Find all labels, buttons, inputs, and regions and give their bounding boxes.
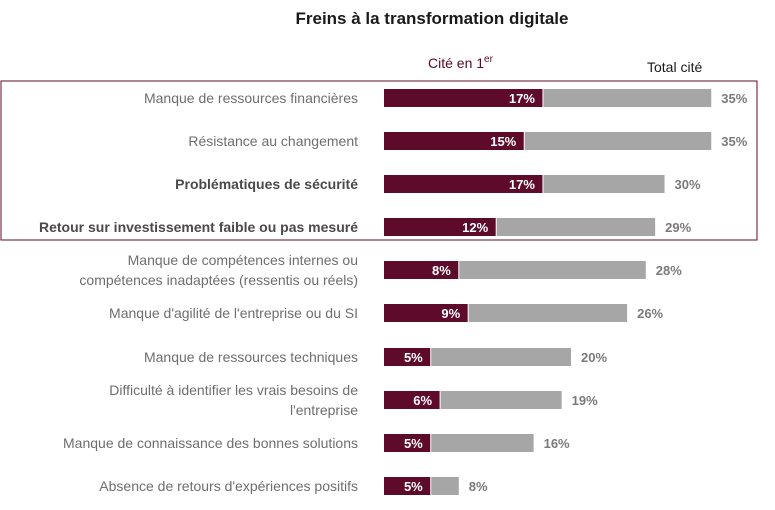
value-label-total-cited: 16% (544, 436, 570, 451)
value-label-total-cited: 26% (637, 306, 663, 321)
bar-first-cited (384, 261, 459, 279)
bar-first-cited (384, 477, 431, 495)
category-label: Retour sur investissement faible ou pas … (39, 219, 358, 235)
category-label: Difficulté à identifier les vrais besoin… (109, 382, 358, 398)
category-label: Manque de ressources techniques (144, 349, 358, 365)
chart-title: Freins à la transformation digitale (295, 9, 568, 28)
legend-total-cited: Total cité (647, 59, 702, 75)
category-label: Absence de retours d'expériences positif… (99, 478, 358, 494)
category-label: Manque d'agilité de l'entreprise ou du S… (109, 305, 358, 321)
value-label-first-cited: 17% (509, 91, 535, 106)
bars: 17% 35% 15% 35% 17% 30% 12% 29% 8% 28% 9% 26% 5% 20% 6… (384, 89, 748, 495)
bar-first-cited (384, 348, 431, 366)
value-label-total-cited: 28% (656, 263, 682, 278)
category-label: Problématiques de sécurité (175, 176, 358, 192)
legend-first-cited: Cité en 1er (428, 54, 494, 71)
bar-first-cited (384, 89, 543, 107)
value-label-first-cited: 5% (404, 436, 423, 451)
value-label-first-cited: 6% (413, 393, 432, 408)
value-label-first-cited: 9% (441, 306, 460, 321)
value-label-total-cited: 19% (572, 393, 598, 408)
category-label: l'entreprise (290, 402, 358, 418)
value-label-total-cited: 29% (665, 220, 691, 235)
bar-first-cited (384, 175, 543, 193)
bar-first-cited (384, 132, 525, 150)
category-label: compétences inadaptées (ressentis ou rée… (79, 272, 358, 288)
bar-first-cited (384, 218, 497, 236)
category-label: Manque de connaissance des bonnes soluti… (63, 435, 358, 451)
value-label-total-cited: 35% (721, 134, 747, 149)
category-label: Résistance au changement (188, 133, 358, 149)
bar-first-cited (384, 304, 469, 322)
value-label-first-cited: 12% (462, 220, 488, 235)
value-label-total-cited: 30% (675, 177, 701, 192)
bar-first-cited (384, 391, 441, 409)
value-label-total-cited: 20% (581, 350, 607, 365)
bar-first-cited (384, 434, 431, 452)
category-label: Manque de compétences internes ou (128, 252, 358, 268)
value-label-first-cited: 5% (404, 479, 423, 494)
value-label-first-cited: 5% (404, 350, 423, 365)
category-label: Manque de ressources financières (144, 90, 358, 106)
value-label-first-cited: 8% (432, 263, 451, 278)
value-label-first-cited: 15% (490, 134, 516, 149)
highlight-box (0, 80, 758, 241)
value-label-total-cited: 35% (721, 91, 747, 106)
value-label-first-cited: 17% (509, 177, 535, 192)
category-labels: Manque de ressources financières Résistan… (39, 90, 358, 494)
value-label-total-cited: 8% (469, 479, 488, 494)
